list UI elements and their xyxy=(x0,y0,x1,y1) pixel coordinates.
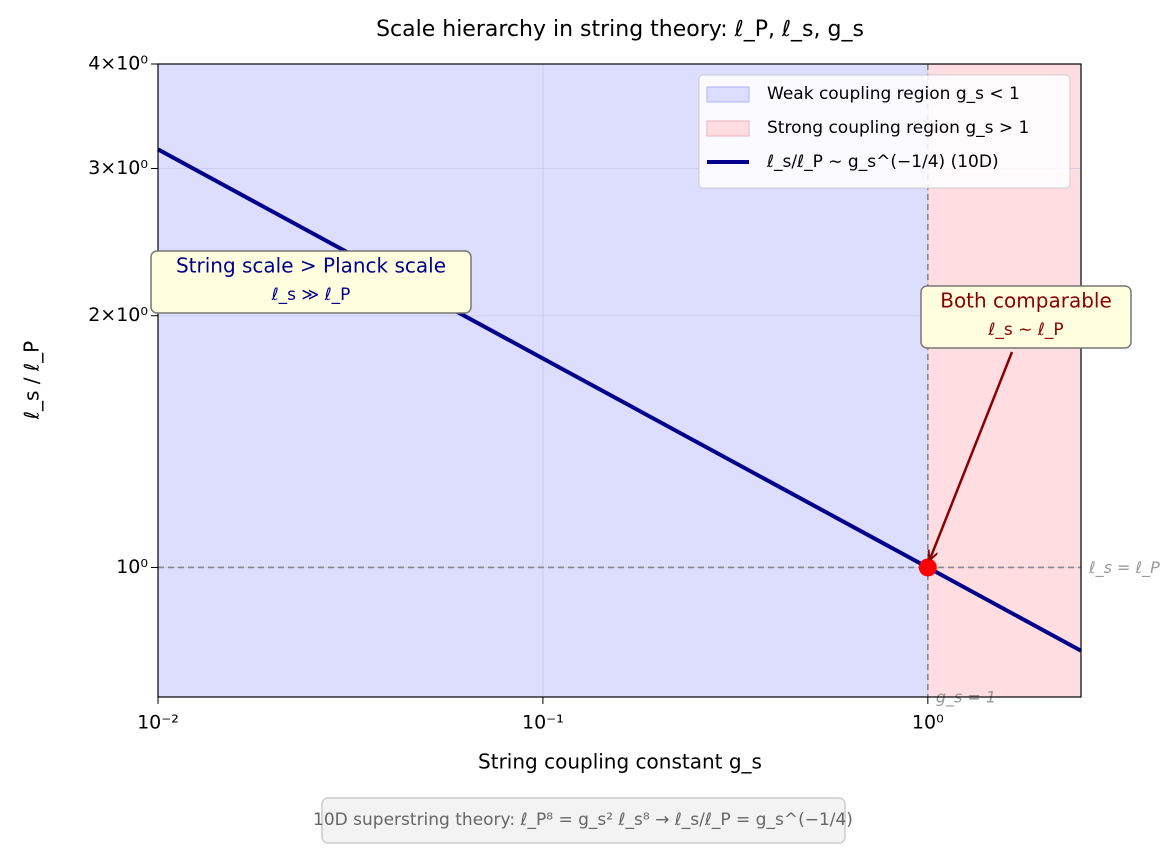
plot-frame xyxy=(157,63,1082,698)
y-tick-label: 2×10⁰ xyxy=(88,304,148,326)
annotation-text: ℓ_s ≫ ℓ_P xyxy=(271,285,351,305)
annotation-text: ℓ_s ∼ ℓ_P xyxy=(987,320,1063,340)
annotation-arrow xyxy=(930,351,1014,559)
y-tick-label: 3×10⁰ xyxy=(88,157,148,179)
annotation-box xyxy=(920,285,1132,349)
legend-box xyxy=(698,74,1071,189)
annotation-text: Both comparable xyxy=(940,289,1112,313)
note-box xyxy=(321,797,846,844)
x-tick-label: 10⁰ xyxy=(912,712,944,734)
chart-title: Scale hierarchy in string theory: ℓ_P, ℓ… xyxy=(376,17,864,42)
x-axis-label: String coupling constant g_s xyxy=(478,750,762,774)
y-axis-label: ℓ_s / ℓ_P xyxy=(20,341,44,420)
legend-label: Strong coupling region g_s > 1 xyxy=(767,118,1029,138)
y-tick-label: 10⁰ xyxy=(116,556,148,578)
note-text: 10D superstring theory: ℓ_P⁸ = g_s² ℓ_s⁸… xyxy=(313,810,853,830)
annotation-text: String scale > Planck scale xyxy=(176,254,446,278)
x-tick-label: 10⁻¹ xyxy=(522,712,564,734)
reference-label: ℓ_s = ℓ_P xyxy=(1088,558,1160,578)
marker xyxy=(918,558,937,577)
legend-swatch xyxy=(706,86,750,103)
legend-label: ℓ_s/ℓ_P ∼ g_s^(−1/4) (10D) xyxy=(766,152,999,172)
legend-swatch xyxy=(706,120,750,137)
legend-label: Weak coupling region g_s < 1 xyxy=(767,84,1020,104)
x-tick-label: 10⁻² xyxy=(137,712,179,734)
y-tick-label: 4×10⁰ xyxy=(88,53,148,75)
annotation-box xyxy=(150,250,472,314)
